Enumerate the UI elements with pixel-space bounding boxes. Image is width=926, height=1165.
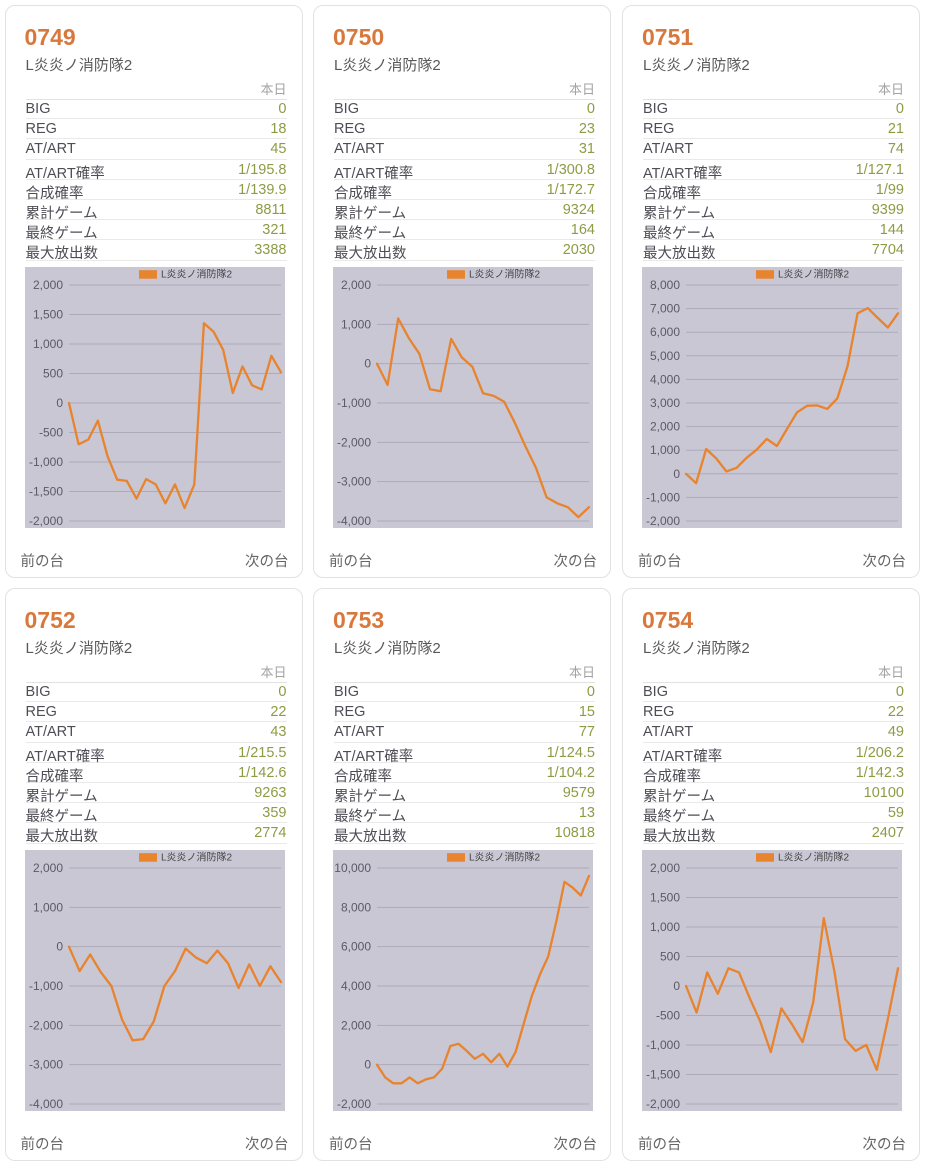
svg-text:-1,500: -1,500 bbox=[28, 484, 62, 498]
svg-text:4,000: 4,000 bbox=[650, 372, 680, 386]
svg-text:0: 0 bbox=[364, 1057, 371, 1071]
svg-text:10,000: 10,000 bbox=[334, 861, 371, 875]
svg-text:1,000: 1,000 bbox=[341, 317, 371, 331]
svg-text:1,000: 1,000 bbox=[650, 920, 680, 934]
svg-text:1,000: 1,000 bbox=[650, 443, 680, 457]
svg-text:0: 0 bbox=[673, 979, 680, 993]
svg-text:0: 0 bbox=[673, 466, 680, 480]
svg-text:L炎炎ノ消防隊2: L炎炎ノ消防隊2 bbox=[469, 850, 541, 863]
svg-text:-4,000: -4,000 bbox=[28, 1097, 62, 1111]
svg-text:2,000: 2,000 bbox=[650, 419, 680, 433]
svg-text:L炎炎ノ消防隊2: L炎炎ノ消防隊2 bbox=[161, 850, 233, 863]
svg-text:2,000: 2,000 bbox=[32, 861, 62, 875]
svg-text:-2,000: -2,000 bbox=[28, 514, 62, 528]
svg-text:5,000: 5,000 bbox=[650, 348, 680, 362]
svg-text:8,000: 8,000 bbox=[650, 278, 680, 292]
svg-text:1,500: 1,500 bbox=[650, 890, 680, 904]
svg-text:-2,000: -2,000 bbox=[337, 1097, 371, 1111]
svg-text:-1,500: -1,500 bbox=[646, 1067, 680, 1081]
svg-text:2,000: 2,000 bbox=[32, 278, 62, 292]
svg-text:-1,000: -1,000 bbox=[28, 979, 62, 993]
svg-text:-2,000: -2,000 bbox=[646, 514, 680, 528]
svg-text:0: 0 bbox=[364, 356, 371, 370]
svg-text:-3,000: -3,000 bbox=[337, 474, 371, 488]
svg-text:3,000: 3,000 bbox=[650, 396, 680, 410]
svg-text:L炎炎ノ消防隊2: L炎炎ノ消防隊2 bbox=[469, 267, 541, 280]
svg-text:2,000: 2,000 bbox=[650, 861, 680, 875]
svg-text:-1,000: -1,000 bbox=[646, 1038, 680, 1052]
svg-text:2,000: 2,000 bbox=[341, 278, 371, 292]
svg-text:6,000: 6,000 bbox=[341, 939, 371, 953]
svg-text:0: 0 bbox=[56, 939, 63, 953]
svg-text:-2,000: -2,000 bbox=[28, 1018, 62, 1032]
svg-text:-4,000: -4,000 bbox=[337, 514, 371, 528]
svg-text:1,500: 1,500 bbox=[32, 307, 62, 321]
svg-text:500: 500 bbox=[660, 949, 680, 963]
svg-text:-500: -500 bbox=[656, 1008, 680, 1022]
svg-text:4,000: 4,000 bbox=[341, 979, 371, 993]
svg-text:-2,000: -2,000 bbox=[646, 1097, 680, 1111]
svg-text:-2,000: -2,000 bbox=[337, 435, 371, 449]
svg-text:-1,000: -1,000 bbox=[337, 396, 371, 410]
svg-text:8,000: 8,000 bbox=[341, 900, 371, 914]
svg-text:2,000: 2,000 bbox=[341, 1018, 371, 1032]
svg-text:6,000: 6,000 bbox=[650, 325, 680, 339]
svg-text:L炎炎ノ消防隊2: L炎炎ノ消防隊2 bbox=[161, 267, 233, 280]
svg-text:-1,000: -1,000 bbox=[646, 490, 680, 504]
svg-text:L炎炎ノ消防隊2: L炎炎ノ消防隊2 bbox=[778, 267, 850, 280]
svg-text:500: 500 bbox=[42, 366, 62, 380]
svg-text:-1,000: -1,000 bbox=[28, 455, 62, 469]
svg-text:7,000: 7,000 bbox=[650, 301, 680, 315]
svg-text:L炎炎ノ消防隊2: L炎炎ノ消防隊2 bbox=[778, 850, 850, 863]
svg-text:-500: -500 bbox=[38, 425, 62, 439]
svg-text:1,000: 1,000 bbox=[32, 337, 62, 351]
svg-text:-3,000: -3,000 bbox=[28, 1057, 62, 1071]
svg-text:1,000: 1,000 bbox=[32, 900, 62, 914]
svg-text:0: 0 bbox=[56, 396, 63, 410]
